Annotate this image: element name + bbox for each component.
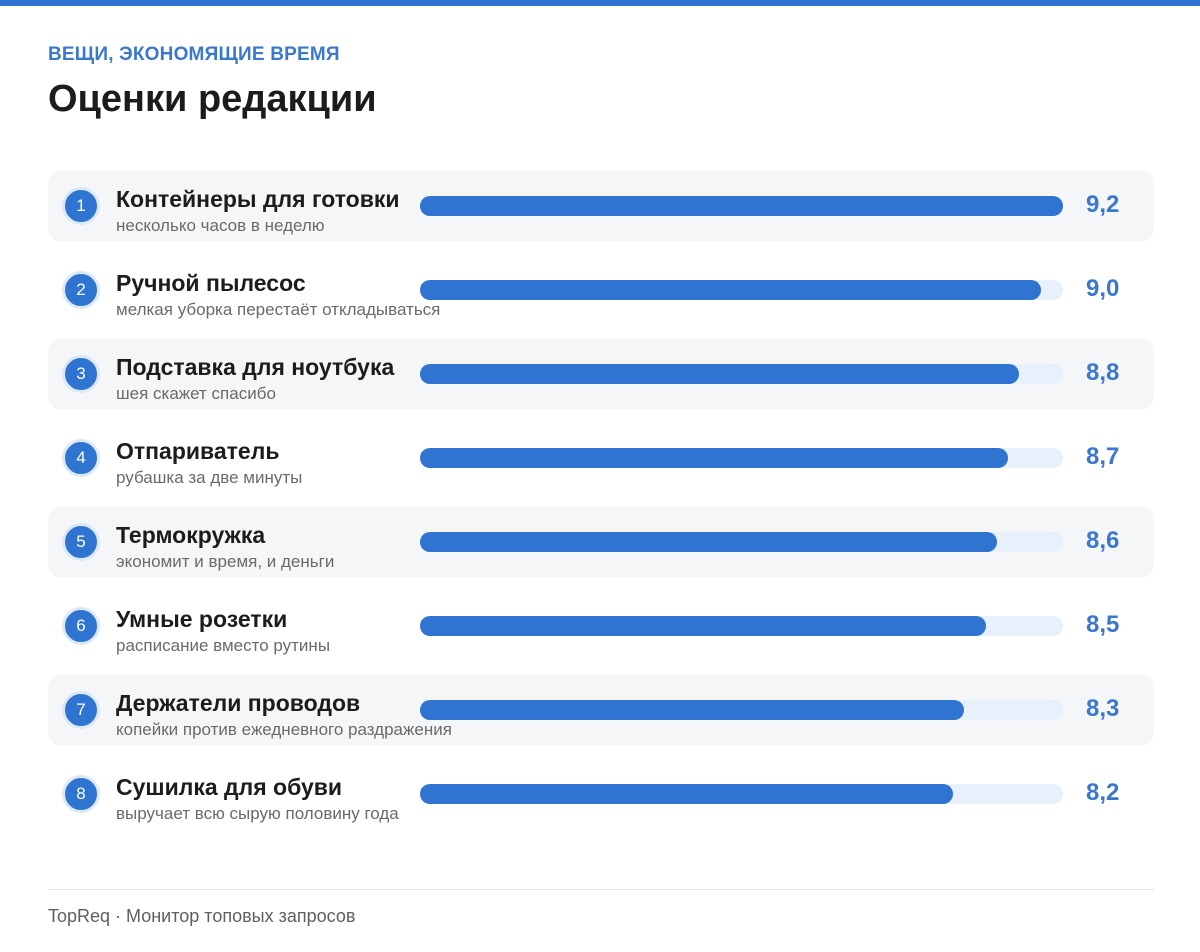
score-bar: [420, 700, 964, 720]
item-name: Держатели проводов: [116, 690, 361, 716]
score-value: 8,3: [1086, 695, 1120, 722]
rating-row: 5 Термокружка экономит и время, и деньги 8,…: [48, 507, 1154, 577]
page-title: Оценки редакции: [48, 78, 377, 120]
rating-row: 2 Ручной пылесос мелкая уборка перестаёт о…: [48, 255, 1154, 325]
item-subtitle: расписание вместо рутины: [116, 636, 331, 655]
score-bar: [420, 280, 1041, 300]
score-value: 8,8: [1086, 359, 1120, 386]
item-subtitle: мелкая уборка перестаёт откладываться: [116, 300, 441, 319]
score-value: 9,0: [1086, 275, 1120, 302]
score-value: 8,7: [1086, 443, 1120, 470]
rating-row: 6 Умные розетки расписание вместо рутины 8,…: [48, 591, 1154, 661]
score-bar: [420, 616, 986, 636]
rank-badge: 6: [62, 607, 100, 645]
item-subtitle: экономит и время, и деньги: [116, 552, 335, 571]
item-name: Отпариватель: [116, 438, 280, 464]
score-track: [420, 364, 1063, 384]
eyebrow-label: ВЕЩИ, ЭКОНОМЯЩИЕ ВРЕМЯ: [48, 44, 340, 65]
item-name: Подставка для ноутбука: [116, 354, 395, 380]
item-name: Термокружка: [116, 522, 266, 548]
footer-divider: [48, 889, 1154, 890]
rating-row: 8 Сушилка для обуви выручает всю сырую пол…: [48, 759, 1154, 829]
item-name: Ручной пылесос: [116, 270, 306, 296]
rating-row: 7 Держатели проводов копейки против ежедне…: [48, 675, 1154, 745]
score-bar: [420, 364, 1019, 384]
score-value: 8,2: [1086, 779, 1120, 806]
item-name: Умные розетки: [116, 606, 288, 632]
rank-badge: 2: [62, 271, 100, 309]
score-value: 8,5: [1086, 611, 1120, 638]
rating-row: 4 Отпариватель рубашка за две минуты 8,7: [48, 423, 1154, 493]
item-name: Сушилка для обуви: [116, 774, 343, 800]
rank-badge: 4: [62, 439, 100, 477]
item-name: Контейнеры для готовки: [116, 186, 400, 212]
item-subtitle: копейки против ежедневного раздражения: [116, 720, 452, 739]
rank-badge: 8: [62, 775, 100, 813]
ratings-list: 1 Контейнеры для готовки несколько часов в…: [48, 171, 1154, 843]
item-subtitle: рубашка за две минуты: [116, 468, 303, 487]
rank-badge: 3: [62, 355, 100, 393]
score-track: [420, 784, 1063, 804]
top-accent-bar: [0, 0, 1200, 6]
footer-text: TopReq · Монитор топовых запросов: [48, 906, 356, 926]
rating-row: 3 Подставка для ноутбука шея скажет спасиб…: [48, 339, 1154, 409]
score-track: [420, 280, 1063, 300]
score-track: [420, 532, 1063, 552]
rating-row: 1 Контейнеры для готовки несколько часов в…: [48, 171, 1154, 241]
score-track: [420, 700, 1063, 720]
score-track: [420, 448, 1063, 468]
score-bar: [420, 448, 1008, 468]
item-subtitle: несколько часов в неделю: [116, 216, 325, 235]
score-bar: [420, 532, 997, 552]
score-value: 9,2: [1086, 191, 1120, 218]
score-bar: [420, 196, 1063, 216]
rank-badge: 5: [62, 523, 100, 561]
rank-badge: 7: [62, 691, 100, 729]
score-bar: [420, 784, 953, 804]
item-subtitle: выручает всю сырую половину года: [116, 804, 399, 823]
item-subtitle: шея скажет спасибо: [116, 384, 276, 403]
score-track: [420, 616, 1063, 636]
score-value: 8,6: [1086, 527, 1120, 554]
rank-badge: 1: [62, 187, 100, 225]
score-track: [420, 196, 1063, 216]
